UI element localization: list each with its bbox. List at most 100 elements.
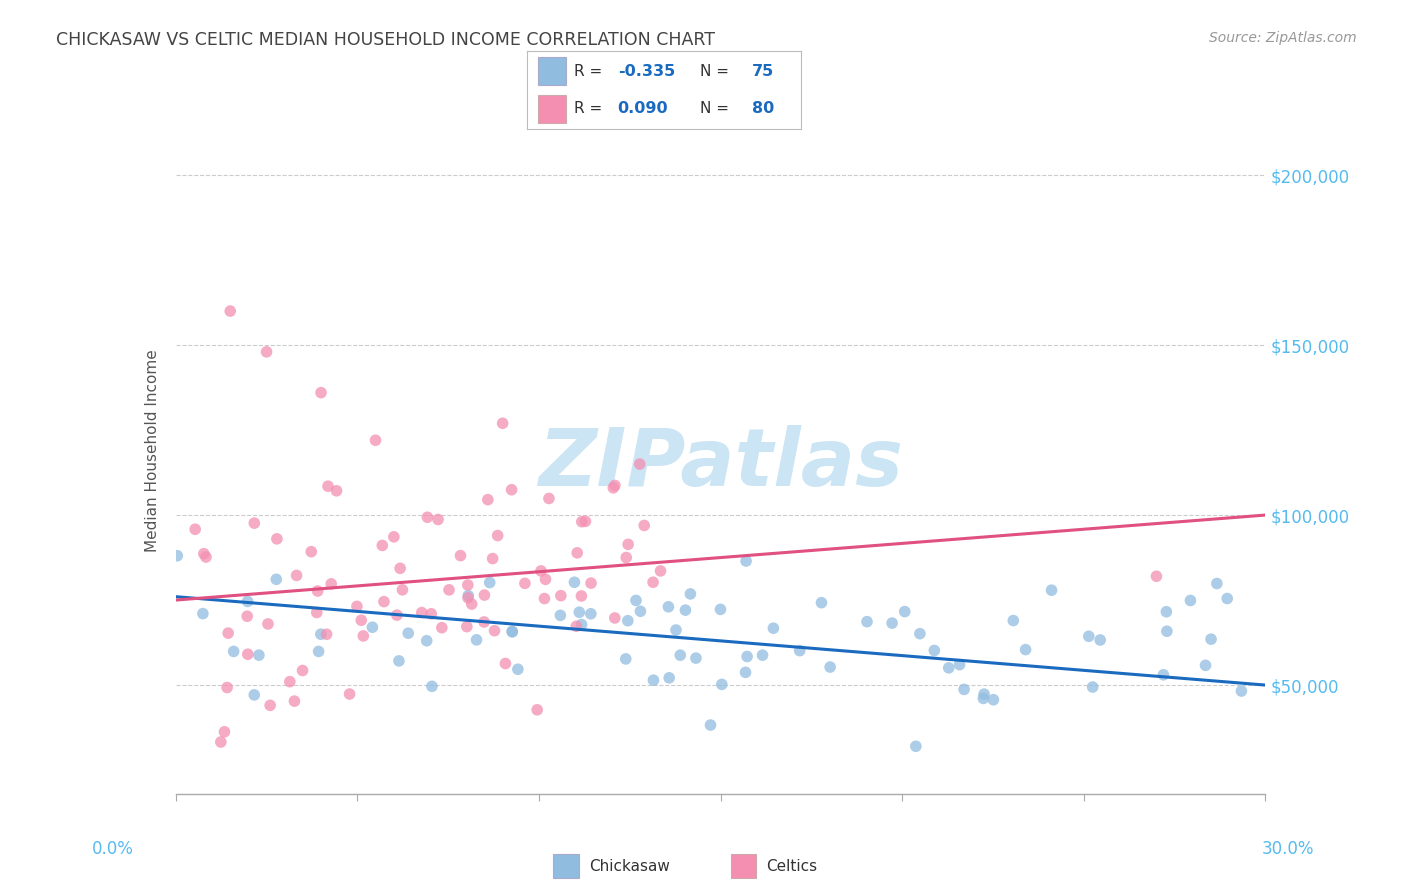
Point	[657, 599, 679, 614]
Point	[437, 582, 460, 597]
Point	[457, 589, 479, 603]
Bar	[538, 57, 565, 86]
Point	[299, 544, 322, 558]
Point	[641, 575, 664, 590]
Point	[236, 609, 259, 624]
Point	[893, 605, 915, 619]
Text: 75: 75	[752, 63, 775, 78]
Point	[574, 514, 596, 528]
Point	[278, 674, 301, 689]
Point	[501, 483, 523, 497]
Point	[904, 739, 927, 754]
Point	[450, 549, 472, 563]
Text: 0.0%: 0.0%	[91, 840, 134, 858]
Point	[411, 606, 433, 620]
Point	[305, 606, 328, 620]
Point	[193, 547, 215, 561]
Point	[506, 662, 529, 676]
Text: N =: N =	[700, 102, 734, 117]
Bar	[731, 855, 756, 878]
Point	[477, 492, 499, 507]
Point	[658, 671, 681, 685]
Text: 30.0%: 30.0%	[1263, 840, 1315, 858]
Point	[1180, 593, 1202, 607]
Point	[478, 575, 501, 590]
Text: 80: 80	[752, 102, 775, 117]
Point	[214, 724, 236, 739]
Point	[735, 649, 758, 664]
Point	[243, 688, 266, 702]
Point	[571, 617, 593, 632]
Point	[685, 651, 707, 665]
Text: R =: R =	[574, 102, 607, 117]
Text: 0.090: 0.090	[617, 102, 668, 117]
Point	[762, 621, 785, 635]
Point	[789, 643, 811, 657]
Point	[973, 687, 995, 701]
Point	[315, 627, 337, 641]
Point	[530, 564, 553, 578]
Point	[474, 588, 496, 602]
Point	[603, 478, 626, 492]
Point	[699, 718, 721, 732]
Point	[571, 515, 593, 529]
Point	[257, 616, 280, 631]
Point	[266, 572, 288, 586]
Point	[1002, 614, 1025, 628]
Point	[309, 627, 332, 641]
Point	[184, 522, 207, 536]
Point	[614, 652, 637, 666]
Point	[953, 682, 976, 697]
Point	[1199, 632, 1222, 647]
Point	[579, 607, 602, 621]
Point	[614, 550, 637, 565]
Point	[1077, 629, 1099, 643]
Point	[486, 528, 509, 542]
Point	[321, 577, 343, 591]
Point	[630, 604, 652, 618]
Point	[346, 599, 368, 614]
Point	[643, 673, 665, 688]
Text: ZIPatlas: ZIPatlas	[538, 425, 903, 503]
Point	[219, 304, 242, 318]
Point	[501, 624, 523, 639]
Point	[388, 654, 411, 668]
Text: Source: ZipAtlas.com: Source: ZipAtlas.com	[1209, 31, 1357, 45]
Point	[534, 572, 557, 586]
Bar	[538, 95, 565, 123]
Point	[948, 657, 970, 672]
Point	[364, 434, 387, 448]
Point	[1090, 632, 1112, 647]
Point	[1216, 591, 1239, 606]
Point	[389, 561, 412, 575]
Point	[415, 633, 437, 648]
Point	[550, 589, 572, 603]
Point	[247, 648, 270, 662]
Point	[537, 491, 560, 506]
Point	[550, 608, 572, 623]
Point	[382, 530, 405, 544]
Point	[373, 594, 395, 608]
Point	[1146, 569, 1168, 583]
Point	[430, 621, 453, 635]
Point	[385, 608, 408, 623]
Point	[456, 620, 478, 634]
Point	[236, 594, 259, 608]
Point	[1230, 684, 1253, 698]
Point	[1205, 576, 1227, 591]
Point	[669, 648, 692, 662]
Point	[465, 632, 488, 647]
Point	[396, 626, 419, 640]
Point	[568, 605, 591, 619]
Point	[457, 591, 479, 605]
Point	[222, 644, 245, 658]
Point	[501, 624, 523, 639]
Point	[361, 620, 384, 634]
Point	[391, 582, 413, 597]
Point	[307, 584, 329, 599]
Point	[679, 587, 702, 601]
Point	[1081, 680, 1104, 694]
Point	[710, 677, 733, 691]
Point	[209, 735, 232, 749]
Point	[603, 611, 626, 625]
